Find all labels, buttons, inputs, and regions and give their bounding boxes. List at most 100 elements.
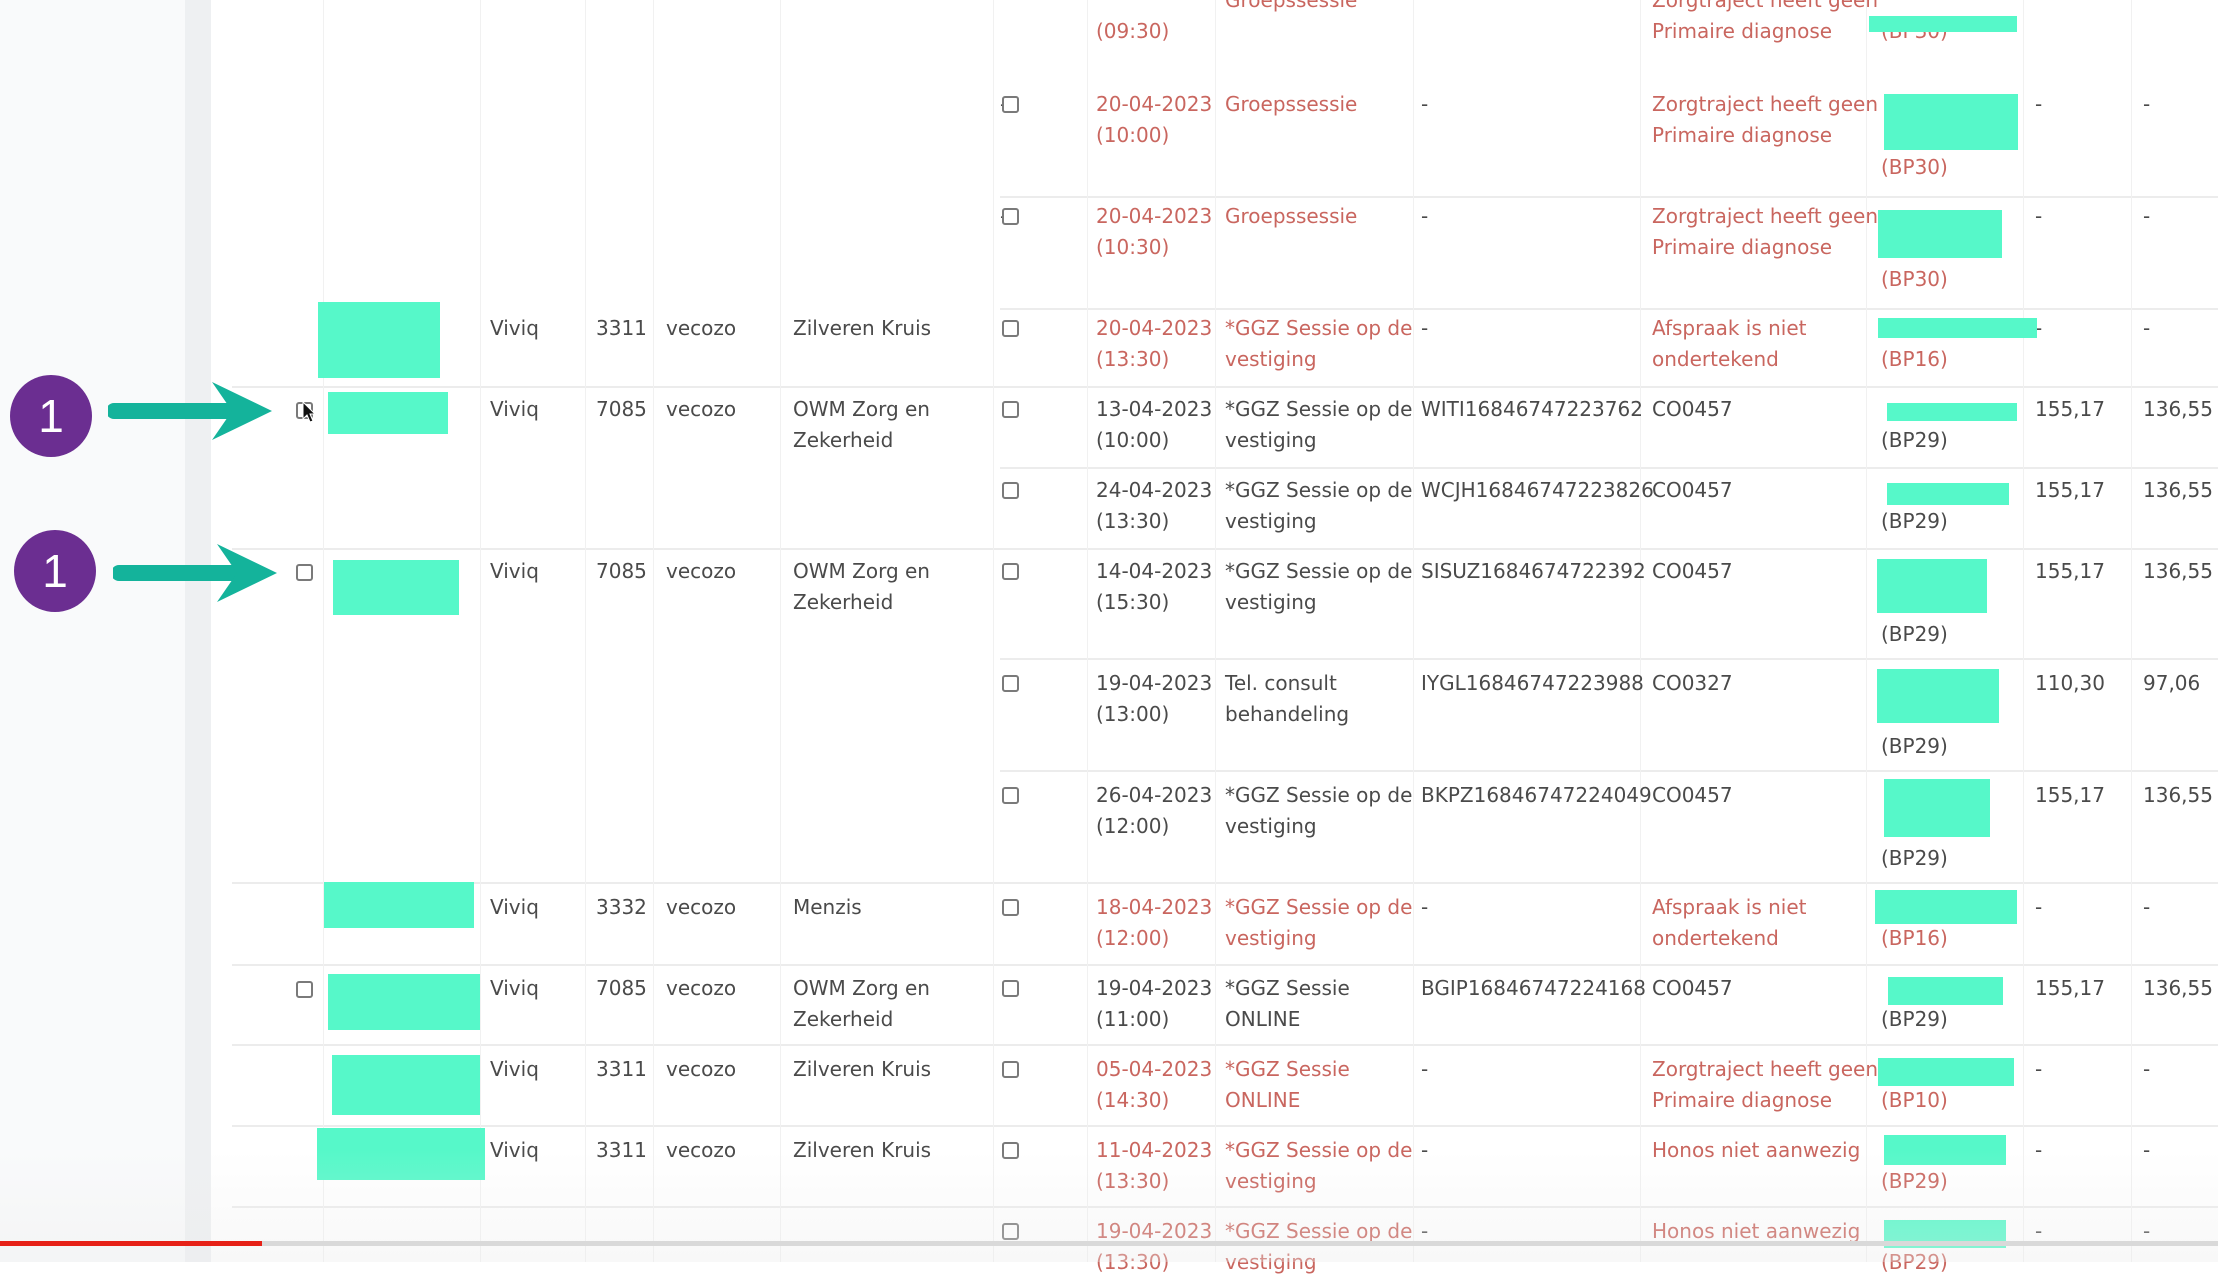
column-divider (1215, 0, 1216, 1262)
cell-agb-code: 3311 (596, 1057, 647, 1081)
row-checkbox[interactable] (1002, 96, 1019, 113)
cell-insurer-line2: Zekerheid (793, 1007, 894, 1031)
redacted-practitioner-name (1884, 1135, 2006, 1165)
cell-declaration-id: - (1421, 204, 1429, 228)
cell-price-code: (BP10) (1881, 1088, 1948, 1112)
cell-declaration-id: - (1421, 316, 1429, 340)
cell-time: (12:00) (1096, 814, 1170, 838)
cell-date: 05-04-2023 (1096, 1057, 1213, 1081)
cell-amount-tariff: - (2035, 204, 2043, 228)
cell-activity-line2: vestiging (1225, 347, 1317, 371)
cell-status: Zorgtraject heeft geen (1652, 204, 1879, 228)
row-checkbox[interactable] (1002, 563, 1019, 580)
cell-price-code: (BP29) (1881, 734, 1948, 758)
cell-date: 20-04-2023 (1096, 92, 1213, 116)
redacted-client-name (332, 1055, 480, 1115)
cell-declaration-id: WITI16846747223762 (1421, 397, 1643, 421)
cell-status: CO0457 (1652, 397, 1733, 421)
row-divider (232, 964, 2218, 966)
cell-date: 24-04-2023 (1096, 478, 1213, 502)
cell-agb-code: 3311 (596, 1135, 647, 1166)
cell-status: CO0457 (1652, 976, 1733, 1000)
annotation-badge-1: 1 (10, 375, 92, 457)
cell-channel: vecozo (666, 1057, 737, 1081)
cell-channel: vecozo (666, 895, 737, 919)
cell-insurer: OWM Zorg en (793, 559, 930, 583)
cell-price-code: (BP30) (1881, 267, 1948, 291)
row-checkbox[interactable] (1002, 482, 1019, 499)
cell-status: CO0457 (1652, 783, 1733, 807)
row-divider (1000, 658, 2218, 660)
cell-activity: *GGZ Sessie (1225, 976, 1350, 1000)
row-checkbox[interactable] (1002, 320, 1019, 337)
cell-declaration-id: - (1421, 1135, 1428, 1166)
cell-activity-line2: ONLINE (1225, 1007, 1301, 1031)
cell-date: 18-04-2023 (1096, 895, 1213, 919)
cell-amount-reimbursed: 136,55 (2143, 783, 2213, 807)
cell-time: (12:00) (1096, 926, 1170, 950)
video-progress-track[interactable] (0, 1241, 2218, 1246)
cell-activity: *GGZ Sessie op de (1225, 559, 1413, 583)
row-checkbox[interactable] (1002, 401, 1019, 418)
cell-date: 19-04-2023 (1096, 1216, 1212, 1247)
cell-status: Zorgtraject heeft geen (1652, 0, 1879, 12)
row-checkbox[interactable] (1002, 899, 1019, 916)
cell-activity: Groepssessie (1225, 0, 1358, 12)
client-checkbox[interactable] (296, 981, 313, 998)
redacted-practitioner-name (1887, 403, 2017, 421)
redacted-practitioner-name (1878, 210, 2002, 258)
cell-amount-tariff: - (2035, 1216, 2042, 1247)
cell-activity: Tel. consult (1225, 671, 1337, 695)
cell-amount-tariff: - (2035, 1135, 2042, 1166)
cell-declaration-id: - (1421, 895, 1429, 919)
row-checkbox[interactable] (1002, 787, 1019, 804)
cell-date: 11-04-2023 (1096, 1135, 1212, 1166)
row-checkbox[interactable] (1002, 675, 1019, 692)
cell-amount-reimbursed: 136,55 (2143, 976, 2213, 1000)
redacted-practitioner-name (1877, 669, 1999, 723)
cell-amount-tariff: - (2035, 316, 2043, 340)
cell-declaration-id: SISUZ1684674722392 (1421, 559, 1646, 583)
redacted-practitioner-name (1878, 318, 2037, 338)
cell-amount-tariff: - (2035, 895, 2043, 919)
row-checkbox[interactable] (1002, 1223, 1019, 1240)
cell-activity-line2: ONLINE (1225, 1088, 1301, 1112)
cell-amount-reimbursed: - (2143, 92, 2151, 116)
column-divider (780, 0, 781, 1262)
cell-declaration-id: BGIP16846747224168 (1421, 976, 1646, 1000)
cell-status-line2: ondertekend (1652, 926, 1779, 950)
cell-activity: *GGZ Sessie (1225, 1057, 1350, 1081)
row-checkbox[interactable] (1002, 980, 1019, 997)
cell-price-code: (BP30) (1881, 155, 1948, 179)
cell-amount-tariff: 155,17 (2035, 783, 2105, 807)
column-divider (1413, 0, 1414, 1262)
cell-date: 14-04-2023 (1096, 559, 1213, 583)
column-divider (1087, 0, 1088, 1262)
video-progress-fill (0, 1241, 262, 1246)
cell-insurer-line2: Zekerheid (793, 428, 894, 452)
row-checkbox[interactable] (1002, 1142, 1019, 1159)
cell-activity-line2: vestiging (1225, 590, 1317, 614)
row-checkbox[interactable] (1002, 208, 1019, 225)
row-divider (1000, 467, 2218, 469)
cell-time: (15:30) (1096, 590, 1170, 614)
cell-amount-reimbursed: - (2143, 316, 2151, 340)
cell-declaration-id: - (1421, 1216, 1428, 1247)
column-divider (1866, 0, 1867, 1262)
redacted-client-name (318, 302, 440, 378)
cell-amount-tariff: 155,17 (2035, 397, 2105, 421)
cell-insurer: OWM Zorg en (793, 976, 930, 1000)
row-divider (232, 548, 2218, 550)
client-checkbox[interactable] (296, 564, 313, 581)
cell-client: Viviq (490, 976, 539, 1000)
redacted-practitioner-name (1878, 1058, 2014, 1086)
row-checkbox[interactable] (1002, 1061, 1019, 1078)
cell-time: (13:30) (1096, 509, 1170, 533)
cell-time: (13:30) (1096, 1166, 1169, 1197)
column-divider (2023, 0, 2024, 1262)
redacted-practitioner-name (1888, 977, 2003, 1005)
redacted-client-name (317, 1128, 485, 1180)
row-divider (1000, 308, 2218, 310)
row-divider (232, 1125, 2218, 1127)
cell-activity-line2: vestiging (1225, 1166, 1317, 1197)
